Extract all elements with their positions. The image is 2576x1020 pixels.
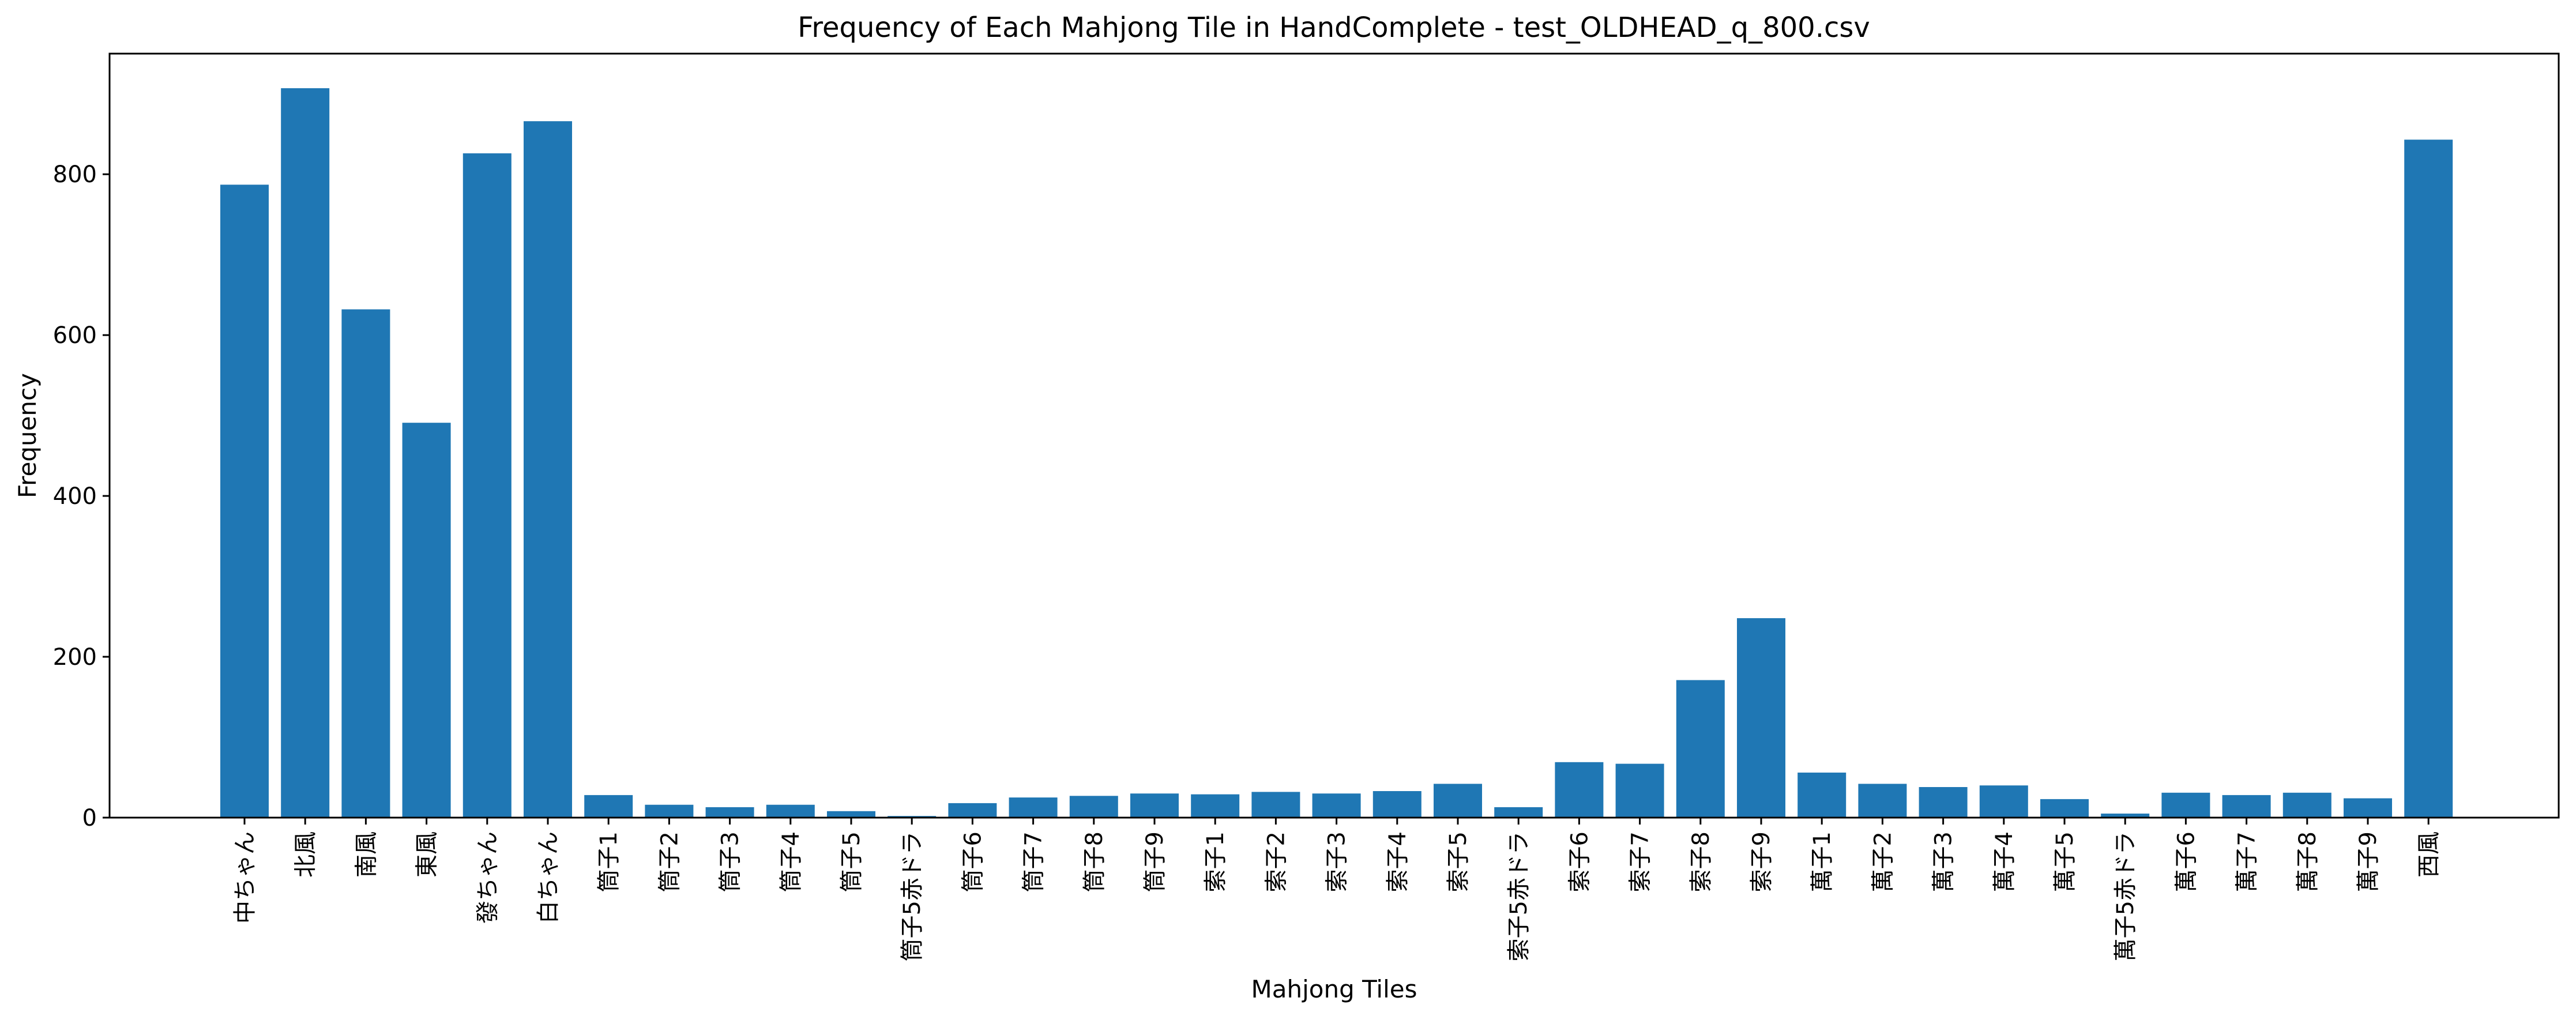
- x-axis: 中ちゃん 北風 南風 東風 發ちゃん 白ちゃん 筒子1 筒子2 筒子3 筒子4 筒子5 筒子5赤ドラ 筒…: [232, 818, 2442, 961]
- x-tick-label: 筒子5赤ドラ: [899, 831, 926, 961]
- bar: [1251, 792, 1300, 818]
- x-tick-label: 西風: [2416, 831, 2442, 878]
- bar: [524, 121, 572, 818]
- x-tick-label: 萬子2: [1870, 831, 1896, 892]
- bar: [584, 795, 633, 818]
- bar: [1676, 680, 1725, 818]
- bar: [705, 807, 754, 818]
- bar: [341, 309, 390, 818]
- x-tick-label: 萬子9: [2355, 831, 2382, 892]
- bar: [2222, 795, 2271, 818]
- x-tick-label: 筒子5: [838, 831, 865, 892]
- x-tick-label: 索子1: [1202, 831, 1229, 892]
- plot-frame: [108, 52, 2560, 819]
- bar: [1312, 793, 1361, 818]
- bar: [2282, 792, 2331, 818]
- x-tick-label: 索子5: [1445, 831, 1472, 892]
- bar: [2101, 814, 2150, 818]
- y-tick-label: 600: [53, 322, 97, 349]
- bar: [645, 804, 694, 818]
- bar: [766, 804, 815, 818]
- x-tick-label: 索子8: [1688, 831, 1714, 892]
- bar: [1919, 787, 1968, 818]
- x-tick-label: 筒子9: [1142, 831, 1168, 892]
- bar: [1737, 618, 1785, 818]
- y-tick-label: 400: [53, 483, 97, 510]
- bar: [2040, 799, 2089, 818]
- x-tick-label: 索子4: [1385, 831, 1411, 892]
- bar: [1494, 807, 1543, 818]
- x-tick-label: 北風: [292, 831, 319, 878]
- x-tick-label: 萬子8: [2295, 831, 2321, 892]
- x-tick-label: 東風: [414, 831, 441, 878]
- x-tick-label: 筒子4: [778, 831, 804, 892]
- x-tick-label: 萬子6: [2173, 831, 2199, 892]
- bar: [1130, 793, 1179, 818]
- x-tick-label: 南風: [353, 831, 379, 878]
- bar: [1069, 796, 1118, 818]
- bar: [1615, 763, 1664, 818]
- x-tick-label: 索子5赤ドラ: [1506, 831, 1532, 961]
- x-tick-label: 索子9: [1748, 831, 1775, 892]
- x-tick-label: 索子2: [1263, 831, 1289, 892]
- bar: [1858, 784, 1907, 818]
- x-tick-label: 索子6: [1566, 831, 1593, 892]
- bar: [827, 811, 875, 818]
- y-axis: 0 200 400 600 800: [53, 161, 110, 831]
- x-tick-label: 萬子1: [1809, 831, 1836, 892]
- bar: [220, 185, 269, 818]
- bar: [1191, 794, 1240, 818]
- x-tick-label: 萬子5: [2052, 831, 2078, 892]
- y-tick-label: 0: [82, 805, 97, 831]
- bar: [462, 153, 512, 818]
- x-tick-label: 筒子8: [1081, 831, 1108, 892]
- bars-group: [220, 88, 2453, 818]
- x-tick-label: 筒子1: [596, 831, 622, 892]
- x-tick-label: 萬子7: [2234, 831, 2261, 892]
- x-tick-label: 筒子6: [960, 831, 986, 892]
- bar: [1797, 772, 1847, 818]
- y-tick-label: 200: [53, 644, 97, 671]
- bar: [948, 803, 997, 818]
- x-tick-label: 白ちゃん: [535, 831, 562, 924]
- x-tick-label: 索子7: [1627, 831, 1654, 892]
- bar: [2161, 792, 2210, 818]
- bar: [1372, 791, 1421, 818]
- y-axis-label: Frequency: [13, 373, 42, 498]
- x-axis-label: Mahjong Tiles: [1251, 975, 1417, 1003]
- x-tick-label: 中ちゃん: [232, 831, 258, 924]
- bar: [1009, 797, 1058, 818]
- bar: [402, 423, 451, 818]
- x-tick-label: 萬子4: [1991, 831, 2018, 892]
- bar: [1555, 762, 1604, 818]
- bar: [2404, 140, 2453, 818]
- bar: [1434, 784, 1482, 818]
- x-tick-label: 萬子3: [1931, 831, 1957, 892]
- bar: [1979, 785, 2028, 818]
- x-tick-label: 發ちゃん: [475, 831, 501, 924]
- bar: [281, 88, 330, 818]
- x-tick-label: 筒子2: [656, 831, 683, 892]
- bar: [2344, 798, 2392, 818]
- y-tick-label: 800: [53, 161, 97, 188]
- x-tick-label: 筒子3: [717, 831, 744, 892]
- x-tick-label: 筒子7: [1021, 831, 1047, 892]
- chart-title: Frequency of Each Mahjong Tile in HandCo…: [798, 12, 1870, 44]
- x-tick-label: 萬子5赤ドラ: [2112, 831, 2139, 961]
- x-tick-label: 索子3: [1324, 831, 1351, 892]
